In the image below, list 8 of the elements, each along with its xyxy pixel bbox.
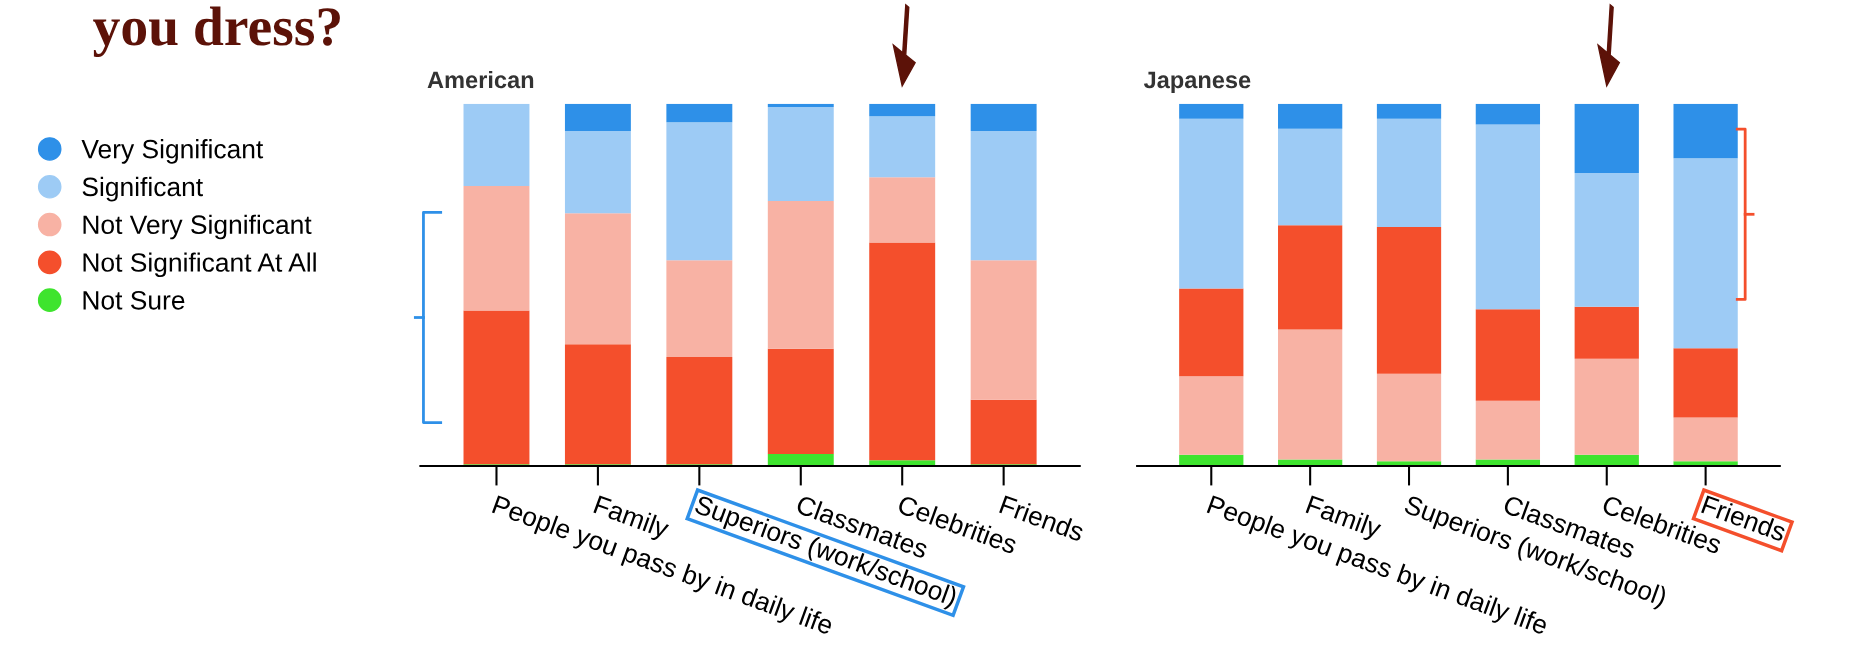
legend-label: Not Significant At All <box>83 252 316 278</box>
chart-title: you dress? <box>93 6 340 58</box>
chart-subtitle: Japanese <box>1143 71 1251 93</box>
chart-subtitle: American <box>427 70 534 89</box>
legend-label: Not Very Significant <box>83 214 312 240</box>
legend-label: Not Sure <box>83 290 185 310</box>
legend-label: Significant <box>82 176 203 202</box>
legend-label: Very Significant <box>81 139 264 164</box>
